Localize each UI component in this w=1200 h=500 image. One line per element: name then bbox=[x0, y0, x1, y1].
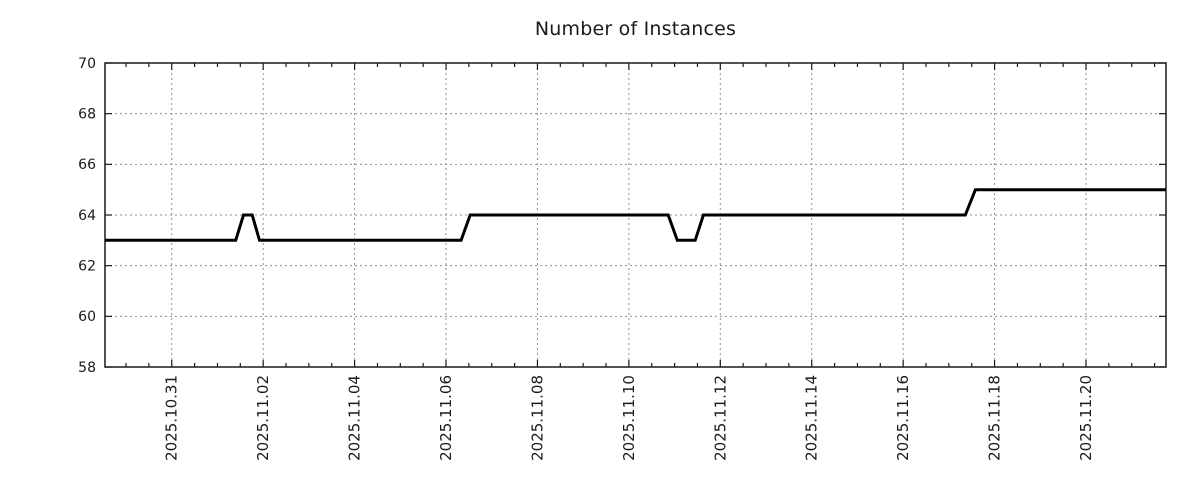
chart-title: Number of Instances bbox=[534, 18, 737, 40]
x-tick-label: 2025.11.04 bbox=[346, 375, 364, 461]
y-tick-label: 70 bbox=[78, 56, 96, 72]
y-tick-label: 60 bbox=[78, 309, 96, 325]
x-tick-label: 2025.11.14 bbox=[803, 375, 821, 461]
plot-border bbox=[104, 62, 1167, 368]
x-tick-label: 2025.11.02 bbox=[254, 375, 272, 461]
data-line bbox=[105, 188, 1166, 242]
x-tick-label: 2025.11.20 bbox=[1077, 375, 1095, 461]
y-tick-label: 64 bbox=[78, 208, 96, 224]
x-tick-label: 2025.11.06 bbox=[437, 375, 455, 461]
x-tick-label: 2025.11.18 bbox=[986, 375, 1004, 461]
x-tick-label: 2025.10.31 bbox=[163, 375, 181, 461]
y-tick-label: 58 bbox=[78, 360, 96, 376]
x-tick-label: 2025.11.10 bbox=[620, 375, 638, 461]
x-tick-label: 2025.11.08 bbox=[528, 375, 546, 461]
y-tick-label: 62 bbox=[78, 259, 96, 275]
x-tick-label: 2025.11.12 bbox=[711, 375, 729, 461]
y-tick-label: 68 bbox=[78, 107, 96, 123]
y-tick-label: 66 bbox=[78, 157, 96, 173]
x-tick-label: 2025.11.16 bbox=[894, 375, 912, 461]
